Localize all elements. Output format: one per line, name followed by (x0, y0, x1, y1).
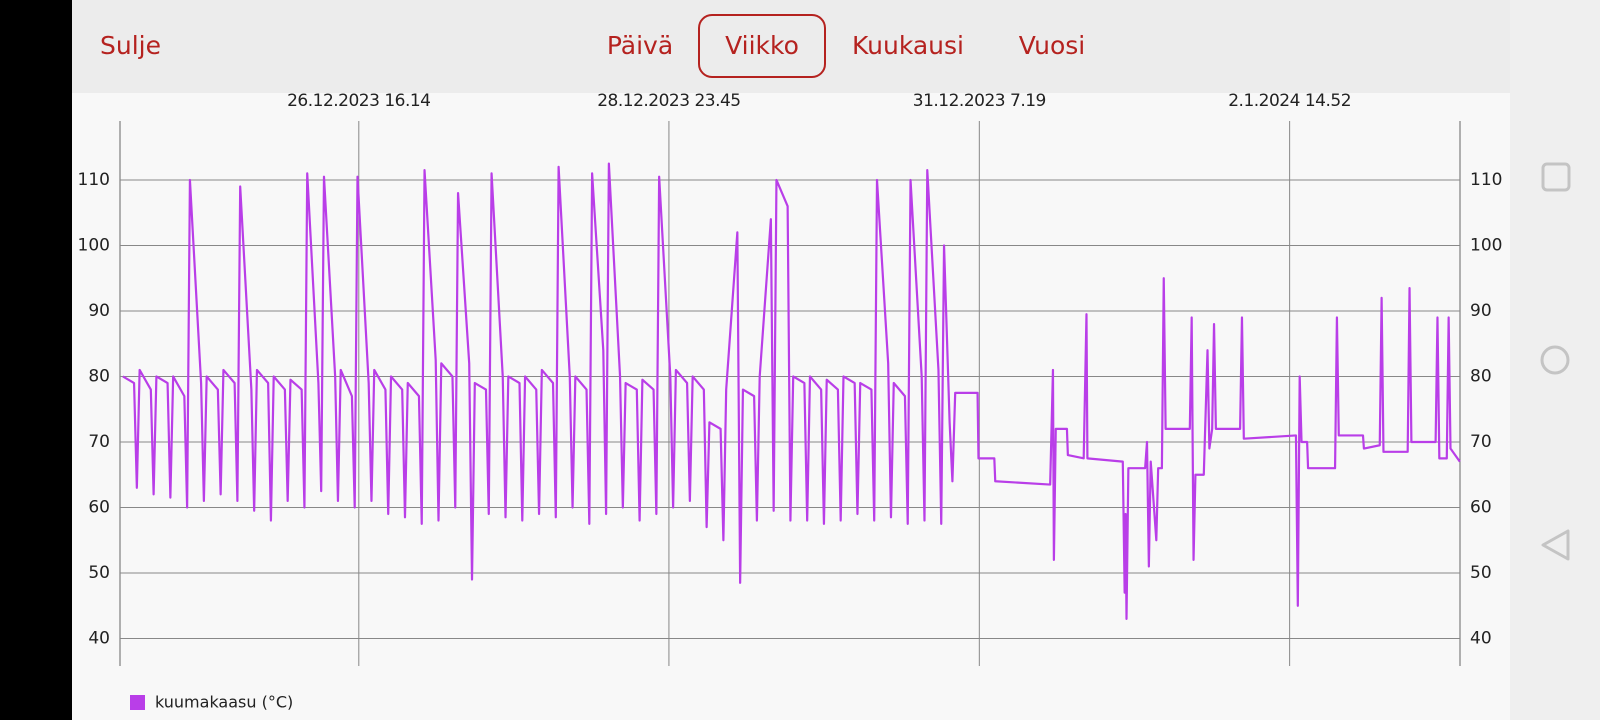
y-tick-label: 60 (88, 497, 110, 517)
close-button[interactable]: Sulje (100, 31, 161, 60)
x-tick-label: 28.12.2023 23.45 (597, 91, 740, 111)
legend-label: kuumakaasu (°C) (155, 693, 293, 712)
tab[interactable]: Viikko (725, 31, 799, 60)
home-button[interactable] (1540, 345, 1570, 375)
y2-tick-label: 100 (1470, 235, 1502, 255)
y-tick-label: 40 (88, 628, 110, 648)
plot: 40 40 50 50 60 60 70 70 80 80 90 90 100 100 110 110 26.1… (78, 91, 1503, 712)
chart-area (72, 93, 1510, 720)
tab[interactable]: Kuukausi (852, 31, 964, 60)
recent-apps-button[interactable] (1541, 162, 1571, 192)
y2-tick-label: 40 (1470, 628, 1492, 648)
y-tick-label: 110 (78, 170, 110, 190)
tab[interactable]: Vuosi (1019, 31, 1086, 60)
back-button[interactable] (1541, 529, 1570, 561)
selected-tab-outline (698, 14, 826, 78)
x-tick-label: 31.12.2023 7.19 (913, 91, 1046, 111)
y2-tick-label: 70 (1470, 432, 1492, 452)
left-bezel (0, 0, 72, 720)
y-tick-label: 50 (88, 563, 110, 583)
y2-tick-label: 90 (1470, 301, 1492, 321)
x-tick-label: 26.12.2023 16.14 (287, 91, 430, 111)
y-tick-label: 80 (88, 366, 110, 386)
x-tick-label: 2.1.2024 14.52 (1228, 91, 1351, 111)
nav-bar (1510, 0, 1600, 720)
y2-tick-label: 80 (1470, 366, 1492, 386)
y-tick-label: 100 (78, 235, 110, 255)
y2-tick-label: 110 (1470, 170, 1502, 190)
y-tick-label: 90 (88, 301, 110, 321)
tab[interactable]: Päivä (607, 31, 673, 60)
y2-tick-label: 50 (1470, 563, 1492, 583)
data-line (122, 162, 1461, 620)
legend-swatch (130, 695, 145, 710)
tab-group: Päivä Viikko Kuukausi Vuosi (607, 14, 1086, 78)
y2-tick-label: 60 (1470, 497, 1492, 517)
y-tick-label: 70 (88, 432, 110, 452)
